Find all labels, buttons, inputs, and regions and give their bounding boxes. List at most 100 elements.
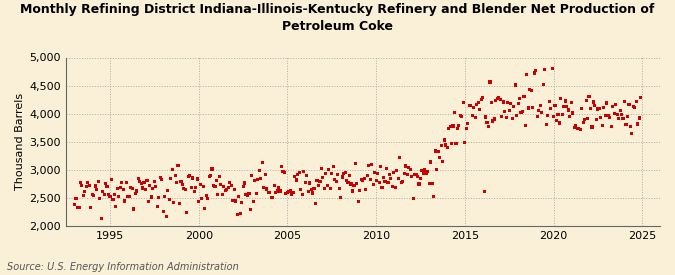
Point — [551, 118, 562, 122]
Point — [568, 111, 578, 115]
Point — [589, 104, 600, 108]
Point — [97, 189, 108, 193]
Point — [500, 109, 510, 114]
Point — [610, 102, 621, 107]
Point — [464, 104, 475, 108]
Point — [234, 194, 244, 199]
Point — [298, 169, 309, 174]
Point — [412, 175, 423, 179]
Point — [408, 197, 418, 201]
Point — [315, 179, 325, 183]
Point — [599, 106, 610, 110]
Point — [470, 116, 481, 120]
Point — [235, 212, 246, 216]
Point — [168, 200, 179, 205]
Point — [486, 100, 497, 104]
Point — [147, 187, 158, 191]
Point — [483, 124, 494, 129]
Point — [625, 124, 636, 129]
Point — [612, 113, 622, 117]
Point — [215, 182, 226, 187]
Point — [71, 197, 82, 201]
Point — [96, 217, 107, 221]
Text: Source: U.S. Energy Information Administration: Source: U.S. Energy Information Administ… — [7, 262, 238, 272]
Point — [140, 187, 151, 191]
Point — [277, 169, 288, 174]
Point — [369, 170, 380, 175]
Point — [514, 97, 525, 101]
Point — [266, 196, 277, 200]
Point — [290, 174, 300, 179]
Point — [204, 175, 215, 179]
Point — [130, 191, 140, 195]
Point — [390, 185, 401, 189]
Point — [116, 180, 127, 185]
Point — [597, 123, 608, 127]
Point — [296, 188, 306, 192]
Point — [491, 98, 502, 103]
Point — [364, 177, 375, 182]
Point — [372, 171, 383, 176]
Point — [319, 186, 330, 191]
Point — [626, 131, 637, 136]
Point — [186, 185, 196, 190]
Point — [87, 192, 98, 196]
Point — [229, 188, 240, 192]
Point — [414, 182, 425, 186]
Point — [371, 178, 381, 183]
Point — [113, 194, 124, 199]
Point — [270, 191, 281, 195]
Point — [152, 204, 163, 208]
Point — [173, 164, 184, 168]
Point — [81, 185, 92, 189]
Point — [601, 101, 612, 105]
Point — [180, 187, 191, 192]
Point — [384, 172, 395, 177]
Point — [207, 167, 217, 171]
Point — [171, 180, 182, 185]
Point — [250, 178, 261, 183]
Point — [325, 186, 335, 191]
Point — [445, 125, 456, 129]
Point — [383, 181, 394, 185]
Point — [202, 196, 213, 201]
Point — [429, 194, 439, 199]
Point — [523, 106, 534, 110]
Point — [164, 198, 175, 202]
Point — [529, 71, 540, 75]
Point — [518, 94, 529, 98]
Point — [128, 207, 139, 211]
Point — [294, 170, 304, 174]
Point — [609, 112, 620, 116]
Point — [297, 192, 308, 197]
Point — [556, 97, 566, 101]
Point — [537, 111, 547, 115]
Point — [423, 169, 433, 173]
Point — [487, 119, 498, 123]
Point — [106, 178, 117, 182]
Point — [224, 180, 235, 185]
Point — [468, 106, 479, 110]
Point — [115, 186, 126, 190]
Point — [533, 108, 544, 112]
Point — [213, 192, 223, 197]
Point — [437, 159, 448, 164]
Point — [593, 107, 603, 111]
Point — [352, 181, 362, 186]
Point — [572, 127, 583, 131]
Point — [316, 166, 327, 171]
Point — [489, 117, 500, 121]
Point — [455, 113, 466, 117]
Point — [359, 177, 370, 181]
Point — [433, 149, 443, 154]
Point — [430, 149, 441, 153]
Point — [261, 187, 272, 191]
Point — [301, 174, 312, 178]
Point — [492, 97, 503, 101]
Point — [189, 189, 200, 194]
Point — [608, 104, 618, 109]
Point — [124, 194, 134, 199]
Point — [498, 100, 509, 104]
Point — [259, 185, 269, 190]
Point — [238, 185, 248, 189]
